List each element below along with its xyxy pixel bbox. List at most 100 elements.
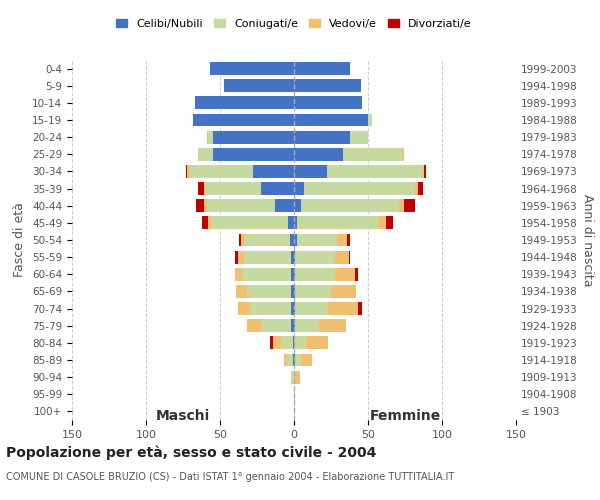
Bar <box>294 388 295 400</box>
Bar <box>301 354 312 366</box>
Bar <box>294 62 350 75</box>
Legend: Celibi/Nubili, Coniugati/e, Vedovi/e, Divorziati/e: Celibi/Nubili, Coniugati/e, Vedovi/e, Di… <box>116 19 472 29</box>
Bar <box>224 80 294 92</box>
Bar <box>247 285 291 298</box>
Bar <box>368 114 373 126</box>
Bar <box>212 148 294 160</box>
Bar <box>294 336 306 349</box>
Text: Popolazione per età, sesso e stato civile - 2004: Popolazione per età, sesso e stato civil… <box>6 446 376 460</box>
Bar <box>295 354 301 366</box>
Bar <box>294 320 295 332</box>
Bar <box>204 182 205 195</box>
Bar <box>294 114 368 126</box>
Bar <box>294 182 304 195</box>
Bar <box>198 148 212 160</box>
Bar <box>242 268 291 280</box>
Bar <box>291 285 294 298</box>
Bar <box>239 234 241 246</box>
Bar <box>288 216 294 230</box>
Bar <box>271 336 273 349</box>
Bar <box>343 148 402 160</box>
Bar <box>399 200 404 212</box>
Y-axis label: Anni di nascita: Anni di nascita <box>581 194 594 286</box>
Bar <box>262 182 294 195</box>
Bar <box>294 216 297 230</box>
Bar <box>291 302 294 315</box>
Bar <box>328 302 358 315</box>
Bar <box>319 320 346 332</box>
Bar <box>211 216 288 230</box>
Bar <box>212 130 294 143</box>
Bar <box>415 182 418 195</box>
Bar <box>244 250 291 264</box>
Bar <box>418 182 423 195</box>
Bar <box>294 200 301 212</box>
Bar <box>291 268 294 280</box>
Bar <box>294 354 295 366</box>
Bar <box>294 96 362 110</box>
Bar <box>250 302 291 315</box>
Text: Maschi: Maschi <box>156 410 210 424</box>
Bar <box>402 148 404 160</box>
Bar <box>306 336 328 349</box>
Bar <box>186 165 187 178</box>
Bar <box>295 285 331 298</box>
Bar <box>209 62 294 75</box>
Bar <box>335 268 355 280</box>
Bar <box>273 336 281 349</box>
Y-axis label: Fasce di età: Fasce di età <box>13 202 26 278</box>
Bar <box>208 216 211 230</box>
Bar <box>294 80 361 92</box>
Bar <box>247 320 262 332</box>
Bar <box>235 250 238 264</box>
Bar <box>294 130 350 143</box>
Bar <box>206 200 275 212</box>
Bar <box>187 165 189 178</box>
Bar <box>202 216 208 230</box>
Bar <box>386 216 393 230</box>
Bar <box>281 336 293 349</box>
Bar <box>337 234 347 246</box>
Bar <box>290 234 294 246</box>
Bar <box>195 96 294 110</box>
Bar <box>297 234 337 246</box>
Bar <box>294 302 295 315</box>
Bar <box>204 200 206 212</box>
Bar <box>198 182 204 195</box>
Bar <box>189 165 253 178</box>
Text: COMUNE DI CASOLE BRUZIO (CS) - Dati ISTAT 1° gennaio 2004 - Elaborazione TUTTITA: COMUNE DI CASOLE BRUZIO (CS) - Dati ISTA… <box>6 472 454 482</box>
Bar <box>326 165 423 178</box>
Bar <box>423 165 424 178</box>
Bar <box>294 285 295 298</box>
Bar <box>241 234 245 246</box>
Bar <box>294 250 295 264</box>
Bar <box>295 250 334 264</box>
Bar <box>297 216 379 230</box>
Text: Femmine: Femmine <box>370 410 440 424</box>
Bar <box>193 114 294 126</box>
Bar <box>206 130 208 143</box>
Bar <box>355 268 358 280</box>
Bar <box>196 200 204 212</box>
Bar <box>236 285 247 298</box>
Bar <box>350 130 368 143</box>
Bar <box>295 302 328 315</box>
Bar <box>349 250 350 264</box>
Bar <box>304 182 415 195</box>
Bar <box>238 302 250 315</box>
Bar <box>275 200 294 212</box>
Bar <box>295 370 300 384</box>
Bar <box>287 354 293 366</box>
Bar <box>291 370 294 384</box>
Bar <box>262 320 291 332</box>
Bar <box>293 336 294 349</box>
Bar <box>301 200 399 212</box>
Bar <box>294 234 297 246</box>
Bar <box>294 148 343 160</box>
Bar <box>294 165 326 178</box>
Bar <box>334 250 349 264</box>
Bar <box>379 216 386 230</box>
Bar <box>238 250 244 264</box>
Bar <box>347 234 350 246</box>
Bar <box>294 268 295 280</box>
